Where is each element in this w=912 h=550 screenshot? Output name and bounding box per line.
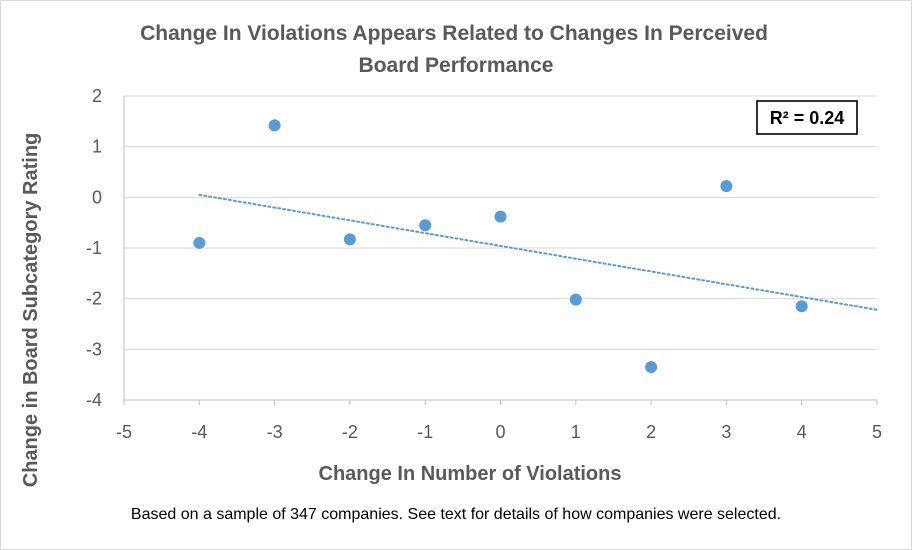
x-tick-label: -4 bbox=[191, 422, 207, 442]
footnote: Based on a sample of 347 companies. See … bbox=[130, 506, 782, 523]
data-point bbox=[494, 210, 507, 223]
y-tick-label: -4 bbox=[86, 390, 102, 410]
chart-title-line-1: Change In Violations Appears Related to … bbox=[140, 22, 768, 45]
x-tick-label: 1 bbox=[571, 422, 581, 442]
x-tick-label: -5 bbox=[116, 422, 132, 442]
tick-labels: -5 -4 -3 -2 -1 0 1 2 3 4 5 2 1 0 -1 -2 -3 -4 bbox=[86, 86, 882, 442]
data-point bbox=[720, 180, 733, 193]
y-axis-title: Change in Board Subcategory Rating bbox=[20, 133, 42, 487]
y-tick-label: -1 bbox=[86, 238, 102, 258]
x-tick-label: 0 bbox=[495, 422, 505, 442]
x-tick-label: 3 bbox=[721, 422, 731, 442]
data-point bbox=[645, 361, 658, 374]
y-tick-label: -3 bbox=[86, 339, 102, 359]
x-tick-label: -1 bbox=[417, 422, 433, 442]
y-tick-label: 0 bbox=[92, 187, 102, 207]
trendline bbox=[198, 193, 878, 311]
data-point bbox=[193, 236, 206, 249]
data-points bbox=[193, 119, 808, 374]
axes bbox=[123, 96, 878, 405]
x-axis-title: Change In Number of Violations bbox=[319, 463, 622, 485]
data-point bbox=[569, 293, 582, 306]
grid-lines bbox=[124, 95, 877, 350]
data-point bbox=[795, 300, 808, 313]
r-squared-box: R² = 0.24 bbox=[756, 100, 858, 135]
y-tick-label: 2 bbox=[92, 86, 102, 106]
r-squared-label: R² = 0.24 bbox=[770, 108, 845, 128]
y-tick-label: -2 bbox=[86, 289, 102, 309]
y-tick-label: 1 bbox=[92, 137, 102, 157]
data-point bbox=[268, 119, 281, 132]
x-tick-label: 2 bbox=[646, 422, 656, 442]
x-tick-label: -2 bbox=[342, 422, 358, 442]
x-tick-label: 5 bbox=[872, 422, 882, 442]
data-point bbox=[343, 233, 356, 246]
data-point bbox=[419, 219, 432, 232]
x-tick-label: -3 bbox=[267, 422, 283, 442]
x-tick-label: 4 bbox=[797, 422, 807, 442]
chart-title-line-2: Board Performance bbox=[358, 54, 554, 77]
trendline-layer bbox=[198, 193, 878, 311]
